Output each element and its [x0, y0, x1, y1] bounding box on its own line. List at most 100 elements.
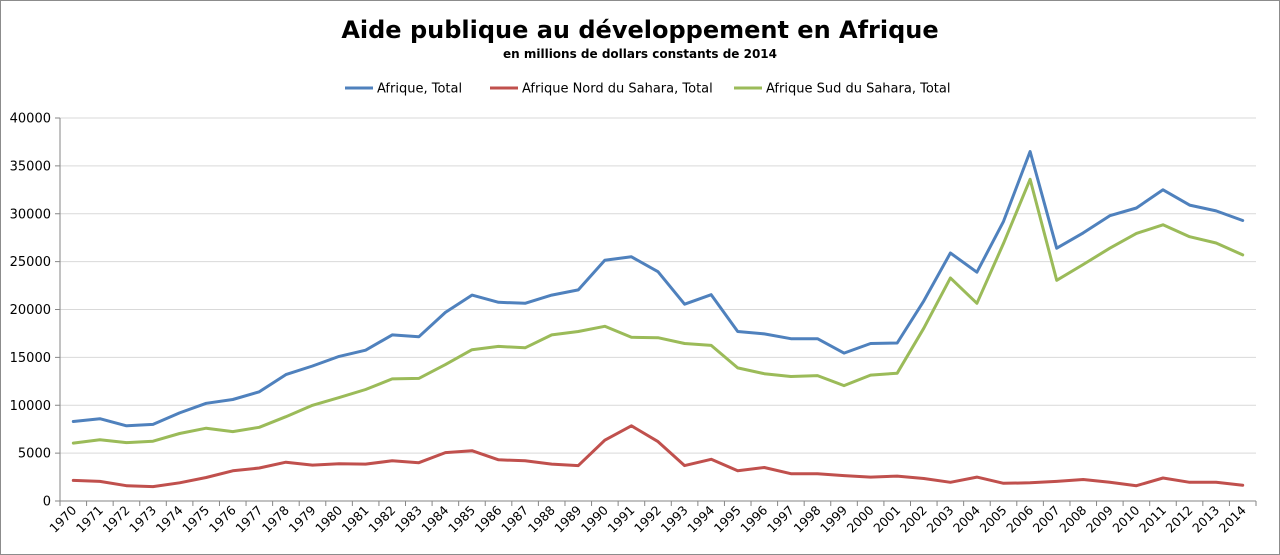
series-line — [71, 177, 1245, 445]
legend-label: Afrique Sud du Sahara, Total — [766, 82, 950, 97]
data-point — [471, 449, 474, 452]
x-tick-label: 2005 — [977, 503, 1010, 536]
x-tick-label: 1994 — [684, 502, 717, 535]
series-2 — [71, 424, 1245, 489]
data-point — [417, 335, 420, 338]
x-tick-label: 1985 — [445, 503, 478, 536]
data-point — [205, 476, 208, 479]
y-tick-label: 15000 — [10, 351, 51, 366]
data-point — [284, 415, 287, 418]
data-point — [152, 440, 155, 443]
data-point — [72, 442, 75, 445]
x-tick-label: 1977 — [232, 503, 265, 536]
data-point — [338, 396, 341, 399]
data-point — [1029, 481, 1032, 484]
legend-item-2: Afrique Nord du Sahara, Total — [490, 82, 713, 97]
data-point — [736, 330, 739, 333]
data-point — [1029, 150, 1032, 153]
data-point — [1082, 263, 1085, 266]
x-tick-label: 2006 — [1003, 502, 1036, 535]
gridlines — [60, 117, 1256, 454]
data-point — [1162, 223, 1165, 226]
x-tick-label: 1982 — [365, 503, 398, 536]
y-tick-label: 30000 — [10, 207, 51, 222]
legend: Afrique, Total Afrique Nord du Sahara, To… — [345, 82, 950, 97]
data-point — [311, 365, 314, 368]
data-point — [178, 432, 181, 435]
y-tick-label: 5000 — [18, 447, 51, 462]
data-point — [683, 464, 686, 467]
data-point — [922, 477, 925, 480]
data-point — [789, 337, 792, 340]
data-point — [949, 276, 952, 279]
data-point — [1241, 219, 1244, 222]
data-point — [577, 288, 580, 291]
data-point — [1162, 477, 1165, 480]
data-point — [391, 459, 394, 462]
data-point — [869, 374, 872, 377]
x-tick-label: 1976 — [206, 502, 239, 535]
data-point — [922, 299, 925, 302]
data-point — [736, 366, 739, 369]
data-point — [311, 404, 314, 407]
data-point — [843, 384, 846, 387]
x-tick-label: 2007 — [1030, 503, 1063, 536]
data-point — [417, 377, 420, 380]
data-point — [364, 463, 367, 466]
x-tick-label: 1973 — [126, 503, 159, 536]
data-point — [205, 402, 208, 405]
x-tick-label: 1978 — [259, 502, 292, 535]
data-point — [471, 348, 474, 351]
data-point — [1188, 204, 1191, 207]
data-point — [577, 330, 580, 333]
data-point — [1082, 231, 1085, 234]
data-point — [843, 474, 846, 477]
x-tick-label: 1981 — [339, 503, 372, 536]
x-tick-label: 1970 — [46, 502, 79, 535]
x-tick-label: 1993 — [658, 503, 691, 536]
data-point — [603, 439, 606, 442]
chart-subtitle: en millions de dollars constants de 2014 — [503, 47, 777, 61]
data-point — [284, 373, 287, 376]
x-tick-label: 1988 — [525, 502, 558, 535]
x-tick-label: 1997 — [764, 503, 797, 536]
y-tick-label: 20000 — [10, 303, 51, 318]
legend-label: Afrique, Total — [377, 82, 462, 97]
data-point — [391, 333, 394, 336]
data-point — [1055, 247, 1058, 250]
data-point — [816, 374, 819, 377]
data-point — [338, 462, 341, 465]
x-tick-label: 1984 — [418, 502, 451, 535]
x-tick-label: 1989 — [551, 502, 584, 535]
x-tick-label: 2004 — [950, 502, 983, 535]
data-point — [1135, 484, 1138, 487]
x-tick-label: 2000 — [844, 502, 877, 535]
data-point — [550, 463, 553, 466]
data-point — [1029, 178, 1032, 181]
x-tick-label: 2009 — [1083, 502, 1116, 535]
x-tick-label: 2001 — [870, 503, 903, 536]
data-point — [311, 464, 314, 467]
data-point — [364, 349, 367, 352]
x-tick-label: 1979 — [286, 502, 319, 535]
data-point — [550, 294, 553, 297]
data-point — [1188, 235, 1191, 238]
data-point — [1108, 214, 1111, 217]
data-point — [524, 459, 527, 462]
data-point — [816, 337, 819, 340]
data-point — [896, 372, 899, 375]
data-point — [843, 352, 846, 355]
data-point — [657, 440, 660, 443]
data-point — [1215, 481, 1218, 484]
data-point — [763, 372, 766, 375]
x-tick-label: 1975 — [179, 503, 212, 536]
data-point — [1002, 242, 1005, 245]
data-point — [444, 451, 447, 454]
data-point — [98, 417, 101, 420]
data-point — [1055, 480, 1058, 483]
data-point — [205, 427, 208, 430]
x-tick-label: 2008 — [1056, 502, 1089, 535]
data-point — [152, 485, 155, 488]
x-tick-label: 2010 — [1109, 502, 1142, 535]
